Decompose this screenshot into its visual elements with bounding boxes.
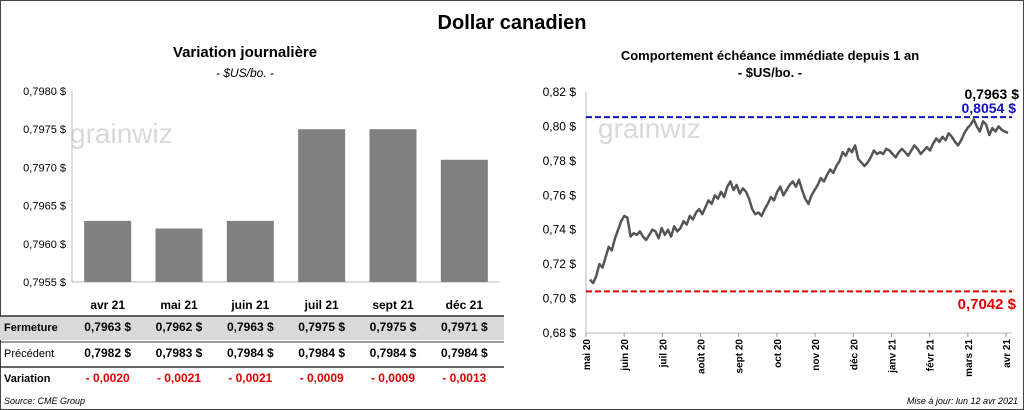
line-x-tick-label: août 20: [697, 339, 708, 374]
table-cell: - 0,0013: [442, 371, 486, 385]
bar-category-label: mai 21: [160, 298, 198, 312]
bar: [84, 220, 132, 282]
line-y-tick-label: 0,70 $: [543, 292, 577, 306]
table-cell: - 0,0021: [157, 371, 201, 385]
line-x-tick-label: déc 20: [849, 339, 860, 371]
bar-category-label: déc 21: [446, 298, 484, 312]
table-cell: 0,7984 $: [227, 346, 274, 360]
bar: [155, 228, 203, 282]
table-cell: 0,7975 $: [370, 320, 417, 334]
line-x-tick-label: avr 21: [1002, 339, 1013, 368]
series-line: [589, 118, 1009, 285]
table-cell: 0,7963 $: [84, 320, 131, 334]
last-value-label: 0,7963 $: [965, 86, 1020, 102]
line-y-tick-label: 0,78 $: [543, 154, 577, 168]
line-x-tick-label: févr 21: [926, 339, 937, 372]
bar-category-label: sept 21: [372, 298, 414, 312]
update-note: Mise à jour: lun 12 avr 2021: [906, 396, 1018, 406]
bar-category-label: avr 21: [90, 298, 125, 312]
line-x-tick-label: janv 21: [887, 339, 898, 374]
table-cell: 0,7984 $: [441, 346, 488, 360]
line-y-tick-label: 0,68 $: [543, 326, 577, 340]
line-x-tick-label: mars 21: [964, 339, 975, 377]
bar-category-label: juin 21: [230, 298, 269, 312]
line-x-tick-label: juin 20: [620, 339, 631, 372]
line-x-tick-label: oct 20: [773, 339, 784, 368]
line-x-tick-label: sept 20: [735, 339, 746, 374]
bar-y-tick-label: 0,7980 $: [23, 86, 66, 98]
table-cell: - 0,0021: [228, 371, 272, 385]
bar: [440, 159, 488, 282]
line-chart-subtitle: - $US/bo. -: [737, 65, 803, 80]
line-y-tick-label: 0,76 $: [543, 188, 577, 202]
table-cell: 0,7983 $: [156, 346, 203, 360]
bar: [369, 129, 417, 282]
table-cell: 0,7963 $: [227, 320, 274, 334]
table-cell: 0,7982 $: [84, 346, 131, 360]
bar-y-tick-label: 0,7960 $: [23, 239, 66, 251]
bar-category-label: juil 21: [304, 298, 339, 312]
watermark-right: grainwiz: [598, 113, 701, 144]
bar-y-tick-label: 0,7965 $: [23, 201, 66, 213]
table-row-shade: [0, 316, 504, 340]
bar: [298, 129, 346, 282]
min-value-label: 0,7042 $: [958, 296, 1017, 313]
table-cell: 0,7984 $: [298, 346, 345, 360]
line-chart-title: Comportement échéance immédiate depuis 1…: [620, 48, 920, 63]
bar: [226, 220, 274, 282]
bar-chart-subtitle: - $US/bo. -: [215, 66, 275, 80]
table-cell: 0,7975 $: [298, 320, 345, 334]
watermark-left: grainwiz: [70, 118, 173, 149]
bar-y-tick-label: 0,7970 $: [23, 162, 66, 174]
line-x-tick-label: mai 20: [582, 339, 593, 371]
table-cell: - 0,0020: [86, 371, 130, 385]
bar-y-tick-label: 0,7955 $: [23, 277, 66, 289]
bar-y-tick-label: 0,7975 $: [23, 124, 66, 136]
table-cell: 0,7984 $: [370, 346, 417, 360]
line-y-tick-label: 0,74 $: [543, 223, 577, 237]
line-y-tick-label: 0,80 $: [543, 119, 577, 133]
line-y-tick-label: 0,82 $: [543, 85, 577, 99]
table-cell: - 0,0009: [371, 371, 415, 385]
source-note: Source: CME Group: [4, 396, 86, 406]
table-cell: - 0,0009: [300, 371, 344, 385]
table-cell: 0,7962 $: [156, 320, 203, 334]
page-title: Dollar canadien: [437, 12, 587, 34]
line-x-tick-label: juil 20: [658, 339, 669, 369]
line-y-tick-label: 0,72 $: [543, 257, 577, 271]
bar-chart-title: Variation journalière: [172, 44, 318, 61]
table-row-label: Précédent: [4, 348, 54, 360]
table-row-label: Variation: [4, 373, 51, 385]
table-row-label: Fermeture: [4, 322, 58, 334]
table-cell: 0,7971 $: [441, 320, 488, 334]
line-x-tick-label: nov 20: [811, 339, 822, 371]
max-value-label: 0,8054 $: [962, 100, 1017, 116]
